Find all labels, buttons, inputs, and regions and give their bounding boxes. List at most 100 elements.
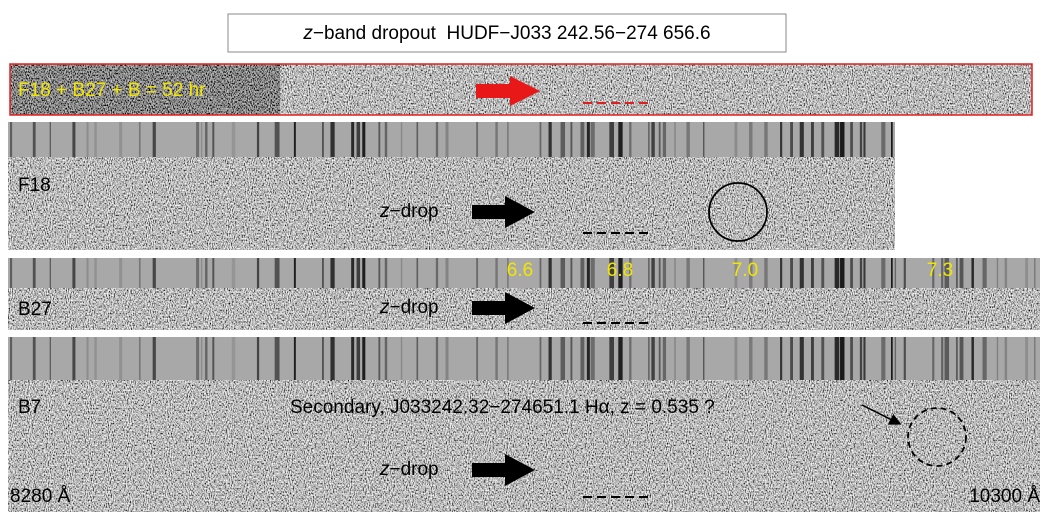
sky-line [580,258,585,288]
sky-line [32,258,36,288]
sky-line [362,258,366,288]
sky-line [274,122,280,157]
sky-line [138,337,141,380]
sky-line [322,337,324,380]
sky-line [1034,258,1036,288]
sky-line [609,258,614,288]
sky-line [648,258,650,288]
title-box [227,13,787,53]
sky-line [152,258,156,288]
sky-line [811,122,814,157]
sky-line [49,337,51,380]
sky-line [821,122,825,157]
sky-line [351,122,355,157]
sky-line [152,122,156,157]
sky-line [971,337,974,380]
red-arrow [476,76,540,106]
sky-line [205,337,208,380]
sky-line [944,258,950,288]
sky-line [495,258,498,288]
title: z−band dropout HUDF−J033 242.56−274 656.… [302,23,710,44]
zdrop-label: z−drop [379,297,439,318]
sky-line [629,258,632,288]
sky-line [400,337,403,380]
sky-line [560,337,566,380]
sky-line [648,337,650,380]
panel-label: F18 [18,175,51,196]
sky-line [651,258,655,288]
sky-line [590,337,595,380]
sky-line [881,258,886,288]
sky-line [212,337,215,380]
sky-line [618,258,623,288]
sky-line [495,337,498,380]
sky-line [811,337,814,380]
sky-line [72,337,76,380]
sky-line [495,122,498,157]
sky-line [863,258,866,288]
sky-line [119,122,123,157]
sky-line [859,122,863,157]
sky-line [476,337,479,380]
sky-line [996,337,999,380]
redshift-label: 7.3 [927,260,953,281]
sky-line [570,337,573,380]
redshift-label: 6.6 [507,260,533,281]
sky-line [256,122,260,157]
sky-line [138,258,141,288]
sky-line [330,258,335,288]
sky-line [86,122,89,157]
sky-line [212,122,215,157]
sky-line [378,122,381,157]
sky-line [859,337,863,380]
sky-line [891,258,893,288]
panel-noise [8,157,895,250]
sky-line [445,337,449,380]
sky-line [539,337,542,380]
sky-line [362,337,366,380]
sky-line [293,258,296,288]
sky-line [859,258,863,288]
sky-line [356,258,361,288]
sky-line [749,258,753,288]
sky-line [212,258,215,288]
sky-line [662,337,667,380]
sky-line [201,258,203,288]
sky-line [201,337,203,380]
sky-line [560,122,566,157]
sky-line [119,258,123,288]
sky-line [152,337,156,380]
sky-line [863,122,866,157]
sky-band [8,337,1040,380]
sky-line [205,122,208,157]
sky-line [10,122,13,157]
sky-line [863,337,866,380]
zdrop-label: z−drop [379,201,439,222]
sky-line [330,122,335,157]
sky-line [293,122,296,157]
sky-line [850,122,853,157]
sky-line [231,122,236,157]
sky-line [686,122,690,157]
sky-line [586,122,590,157]
arrow [472,196,535,228]
sky-line [435,122,439,157]
panel-label: B7 [18,397,41,418]
sky-line [231,337,236,380]
sky-line [618,122,623,157]
sky-line [971,258,974,288]
panel-label: B27 [18,299,52,320]
sky-line [586,258,590,288]
sky-line [362,122,366,157]
sky-line [72,258,76,288]
sky-line [94,337,97,380]
sky-line [507,258,509,288]
sky-line [944,337,950,380]
sky-line [400,258,403,288]
sky-line [580,337,585,380]
sky-line [201,122,203,157]
title-italic: z [302,23,313,44]
sky-line [86,258,89,288]
sky-line [662,258,667,288]
sky-line [32,337,36,380]
